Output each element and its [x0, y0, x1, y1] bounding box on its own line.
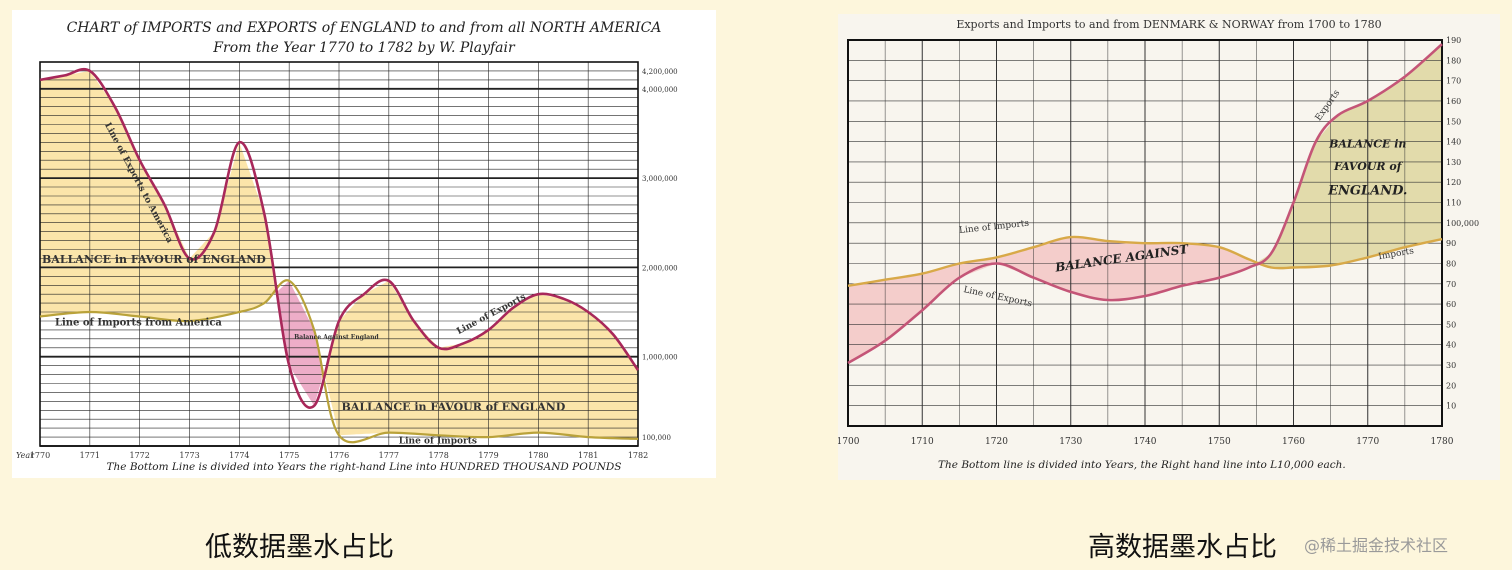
- y-tick-label: 60: [1446, 300, 1456, 309]
- balance-favour-area: [321, 280, 638, 439]
- denmark-norway-chart-svg: Exports and Imports to and from DENMARK …: [838, 18, 1479, 471]
- y-tick-label: 100,000: [642, 434, 671, 442]
- x-tick-label: 1700: [838, 437, 860, 447]
- annotation-imports-america: Line of Imports from America: [55, 317, 222, 328]
- annotation-line-imports: Line of Imports: [399, 436, 477, 446]
- x-tick-label: 1781: [578, 451, 598, 460]
- y-tick-label: 20: [1446, 381, 1456, 390]
- annotation-balance-favour-line2: FAVOUR of: [1333, 160, 1404, 173]
- x-tick-label: 1780: [1431, 437, 1454, 447]
- x-axis-prefix: Year: [16, 451, 35, 460]
- y-tick-label: 150: [1446, 117, 1461, 126]
- x-tick-label: 1776: [329, 451, 349, 460]
- annotation-balance-against: Balance Against England: [294, 334, 379, 341]
- x-tick-label: 1770: [1356, 437, 1379, 447]
- exports-line: [847, 43, 1443, 365]
- imports-line: [39, 279, 639, 444]
- x-tick-label: 1770: [30, 451, 50, 460]
- x-tick-label: 1771: [80, 451, 100, 460]
- y-tick-label: 3,000,000: [642, 175, 678, 183]
- plot-frame: [39, 61, 639, 447]
- y-tick-label: 2,000,000: [642, 264, 678, 272]
- watermark: @稀土掘金技术社区: [1304, 536, 1449, 555]
- x-tick-label: 1778: [428, 451, 448, 460]
- y-tick-label: 4,200,000: [642, 68, 678, 76]
- north-america-chart-svg: CHART of IMPORTS and EXPORTS of ENGLAND …: [16, 20, 678, 473]
- x-tick-label: 1750: [1208, 437, 1231, 447]
- y-tick-label: 140: [1446, 138, 1461, 147]
- exports-line: [39, 67, 640, 409]
- x-tick-label: 1740: [1134, 437, 1157, 447]
- x-tick-label: 1780: [528, 451, 548, 460]
- x-tick-label: 1782: [628, 451, 648, 460]
- chart-title: CHART of IMPORTS and EXPORTS of ENGLAND …: [67, 20, 662, 36]
- annotation-balance-favour-line1: BALANCE in: [1328, 138, 1406, 151]
- y-tick-label: 180: [1446, 56, 1461, 65]
- y-tick-label: 1,000,000: [642, 354, 678, 362]
- annotation-line-imports: Line of Imports: [959, 219, 1030, 236]
- x-tick-label: 1779: [478, 451, 498, 460]
- y-tick-label: 70: [1446, 280, 1456, 289]
- chart-subtitle: From the Year 1770 to 1782 by W. Playfai…: [212, 40, 516, 56]
- balance-favour-area: [1256, 44, 1442, 268]
- x-tick-label: 1773: [179, 451, 199, 460]
- y-tick-label: 100,000: [1446, 219, 1479, 228]
- x-tick-label: 1777: [379, 451, 399, 460]
- chart-title: Exports and Imports to and from DENMARK …: [956, 18, 1381, 31]
- x-tick-label: 1730: [1059, 437, 1082, 447]
- y-tick-label: 4,000,000: [642, 86, 678, 94]
- chart-footer: The Bottom line is divided into Years, t…: [938, 459, 1346, 471]
- y-tick-label: 160: [1446, 97, 1461, 106]
- y-tick-label: 40: [1446, 341, 1456, 350]
- annotation-balance-favour-line3: ENGLAND.: [1327, 183, 1407, 198]
- x-tick-label: 1710: [911, 437, 934, 447]
- imports-line: [847, 235, 1443, 287]
- y-tick-label: 170: [1446, 77, 1461, 86]
- playfair-north-america-chart: CHART of IMPORTS and EXPORTS of ENGLAND …: [12, 10, 716, 478]
- annotation-line-exports: Line of Exports: [962, 285, 1033, 309]
- y-tick-label: 10: [1446, 402, 1456, 411]
- y-tick-label: 90: [1446, 239, 1456, 248]
- playfair-denmark-norway-chart: Exports and Imports to and from DENMARK …: [838, 14, 1500, 480]
- balance-against-area: [848, 237, 1257, 363]
- y-tick-label: 120: [1446, 178, 1461, 187]
- caption-low-data-ink: 低数据墨水占比: [205, 532, 394, 563]
- y-tick-label: 130: [1446, 158, 1461, 167]
- y-tick-label: 30: [1446, 361, 1456, 370]
- x-tick-label: 1720: [985, 437, 1008, 447]
- plot-frame: [847, 39, 1443, 427]
- x-tick-label: 1760: [1282, 437, 1305, 447]
- y-tick-label: 80: [1446, 259, 1456, 268]
- y-tick-label: 110: [1446, 199, 1461, 208]
- y-tick-label: 190: [1446, 36, 1461, 45]
- y-tick-label: 50: [1446, 320, 1456, 329]
- annotation-balance-favour-2: BALLANCE in FAVOUR of ENGLAND: [341, 400, 565, 413]
- x-tick-label: 1775: [279, 451, 299, 460]
- annotation-balance-favour-1: BALLANCE in FAVOUR of ENGLAND: [42, 253, 266, 266]
- chart-footer: The Bottom Line is divided into Years th…: [107, 461, 622, 473]
- grid: [39, 62, 639, 447]
- x-tick-label: 1774: [229, 451, 249, 460]
- caption-high-data-ink: 高数据墨水占比: [1088, 532, 1277, 563]
- x-tick-label: 1772: [129, 451, 149, 460]
